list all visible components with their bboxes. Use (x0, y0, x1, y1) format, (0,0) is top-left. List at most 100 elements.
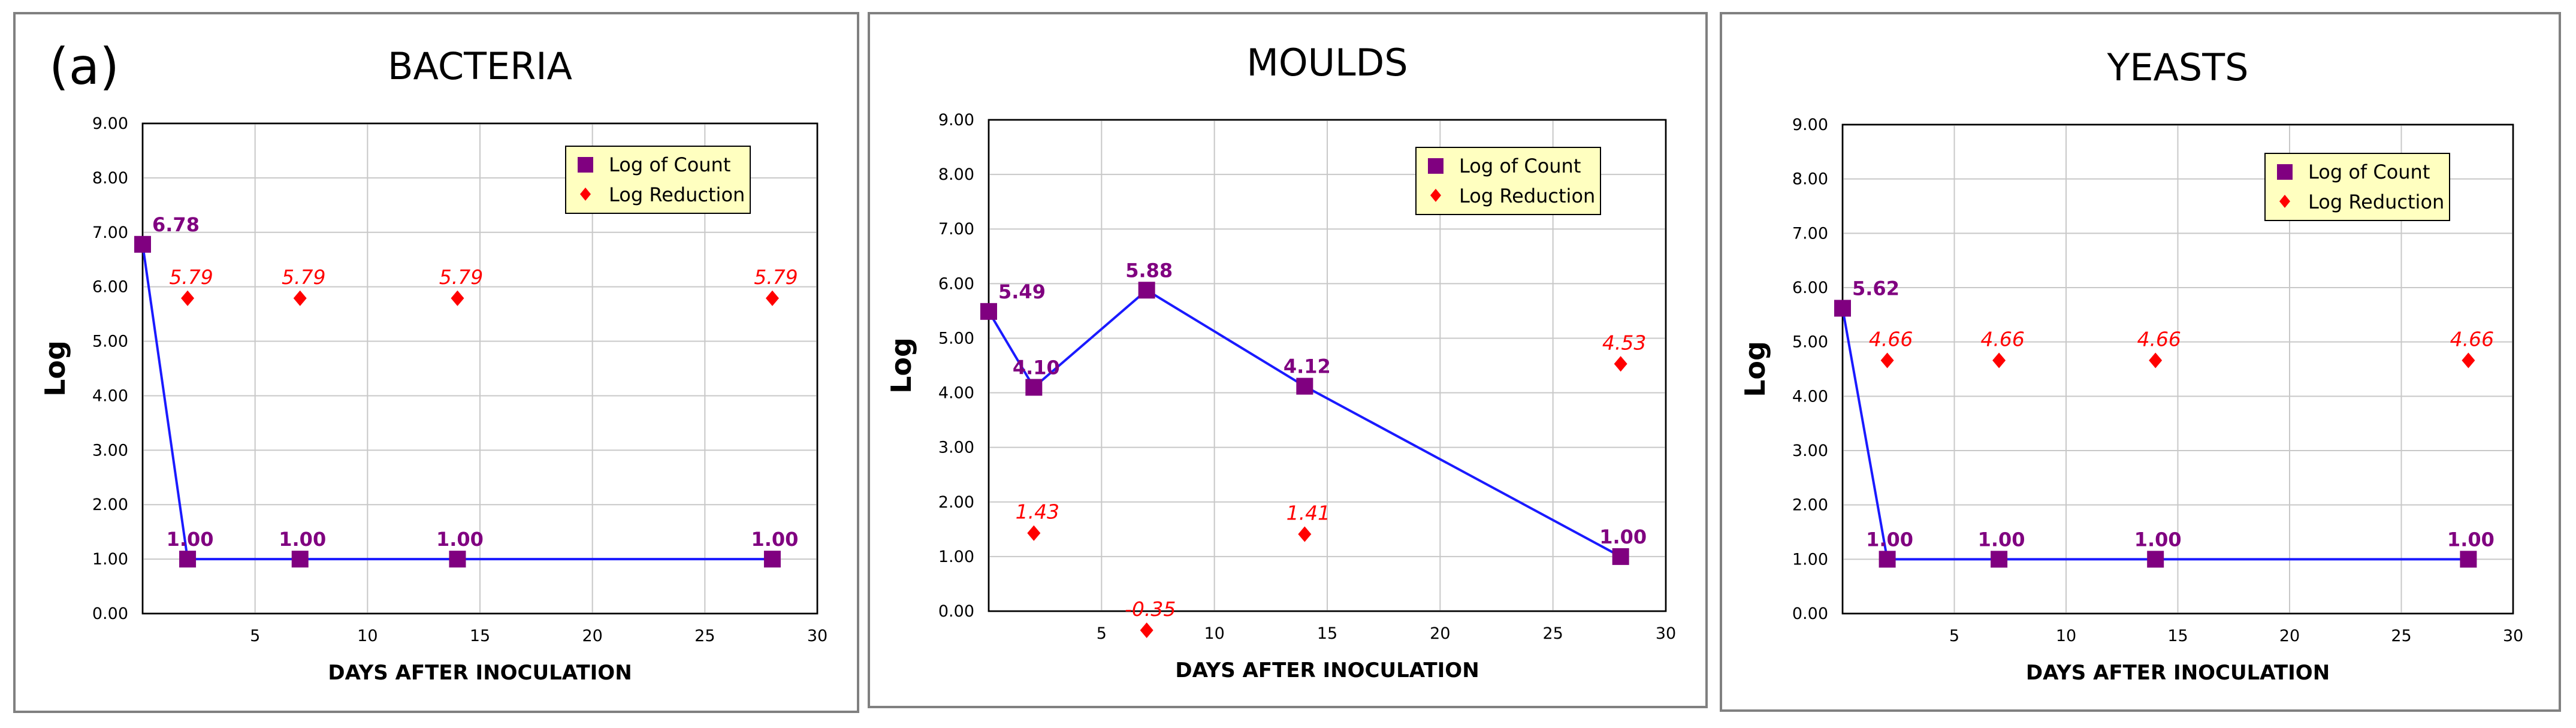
reduction-data-label: -0.35 (1125, 597, 1176, 621)
count-data-label: 1.00 (751, 528, 798, 551)
count-marker (1138, 282, 1155, 299)
x-tick-label: 10 (357, 627, 378, 645)
y-tick-label: 0.00 (938, 602, 974, 621)
y-tick-label: 8.00 (1792, 170, 1828, 189)
legend-reduction-swatch (580, 188, 591, 201)
reduction-data-label: 4.66 (2450, 327, 2494, 351)
count-marker (1879, 551, 1896, 568)
reduction-marker (293, 290, 307, 306)
y-tick-label: 2.00 (92, 496, 128, 514)
count-marker (1612, 548, 1629, 565)
reduction-marker (1992, 352, 2006, 368)
count-data-label: 5.62 (1852, 277, 1899, 300)
x-tick-label: 10 (2056, 627, 2076, 645)
count-data-label: 1.00 (2134, 528, 2182, 551)
x-tick-label: 30 (2503, 627, 2523, 645)
legend-count-label: Log of Count (1459, 155, 1581, 177)
plot-border (141, 122, 819, 615)
x-axis-label: DAYS AFTER INOCULATION (1175, 658, 1479, 682)
reduction-data-label: 4.66 (2137, 327, 2181, 351)
count-data-label: 5.88 (1125, 259, 1173, 282)
count-data-label: 1.00 (1866, 528, 1913, 551)
count-marker (291, 551, 309, 568)
reduction-data-label: 5.79 (439, 265, 483, 289)
reduction-marker (451, 290, 464, 306)
chart-title: MOULDS (1246, 41, 1408, 84)
count-marker (1991, 551, 2008, 568)
count-marker (179, 551, 197, 568)
legend (1415, 147, 1601, 215)
y-tick-label: 7.00 (938, 220, 974, 238)
count-data-label: 1.00 (1978, 528, 2025, 551)
chart-title: YEASTS (2106, 46, 2248, 89)
x-axis-label: DAYS AFTER INOCULATION (328, 661, 632, 685)
count-marker (1025, 379, 1043, 396)
y-tick-label: 3.00 (938, 439, 974, 457)
legend-reduction-swatch (2279, 195, 2290, 208)
legend (565, 146, 751, 214)
count-data-label: 1.00 (279, 528, 326, 551)
x-tick-label: 5 (1097, 624, 1107, 643)
x-tick-label: 25 (1542, 624, 1563, 643)
legend-count-label: Log of Count (2308, 161, 2430, 183)
legend-count-swatch (578, 157, 593, 173)
count-data-label: 5.49 (998, 280, 1046, 303)
legend-reduction-label: Log Reduction (2308, 191, 2444, 213)
reduction-marker (2462, 352, 2475, 368)
y-tick-label: 4.00 (92, 386, 128, 405)
count-marker (1834, 300, 1851, 317)
y-tick-label: 9.00 (92, 114, 128, 133)
reduction-marker (1298, 526, 1312, 542)
y-tick-label: 2.00 (1792, 496, 1828, 515)
y-axis-label: Log (885, 337, 917, 394)
x-tick-label: 25 (694, 627, 715, 645)
reduction-data-label: 4.66 (1869, 327, 1913, 351)
legend-count-swatch (1428, 158, 1443, 174)
legend-count-swatch (2277, 164, 2293, 180)
y-tick-label: 2.00 (938, 493, 974, 512)
x-tick-label: 25 (2391, 627, 2411, 645)
reduction-marker (1880, 352, 1894, 368)
reduction-data-label: 1.43 (1016, 500, 1059, 524)
x-tick-label: 20 (1430, 624, 1450, 643)
y-tick-label: 7.00 (92, 223, 128, 242)
count-marker (449, 551, 466, 568)
reduction-marker (1140, 622, 1153, 638)
count-marker (763, 551, 781, 568)
x-tick-label: 30 (807, 627, 828, 645)
reduction-data-label: 4.66 (1980, 327, 2024, 351)
y-tick-label: 1.00 (938, 548, 974, 566)
chart-yeasts: 0.00 1.00 2.00 3.00 4.00 5.00 6.00 7.00 8.00 9.00… (1720, 12, 2561, 712)
x-tick-label: 10 (1204, 624, 1224, 643)
chart-title: BACTERIA (388, 44, 572, 88)
count-marker (2147, 551, 2164, 568)
x-tick-label: 15 (2167, 627, 2188, 645)
y-tick-label: 9.00 (938, 111, 974, 129)
plot-border (1841, 123, 2514, 615)
y-tick-label: 0.00 (1792, 605, 1828, 623)
count-data-label: 1.00 (436, 528, 484, 551)
x-tick-label: 20 (2279, 627, 2300, 645)
x-tick-label: 5 (250, 627, 260, 645)
reduction-marker (765, 290, 779, 306)
count-marker (2460, 551, 2477, 568)
x-tick-label: 30 (1656, 624, 1676, 643)
legend (2264, 153, 2450, 221)
x-tick-label: 20 (582, 627, 602, 645)
y-tick-label: 5.00 (92, 333, 128, 351)
y-tick-label: 6.00 (938, 274, 974, 293)
y-tick-label: 6.00 (92, 278, 128, 297)
y-tick-label: 4.00 (938, 384, 974, 403)
y-tick-label: 7.00 (1792, 224, 1828, 243)
count-marker (1296, 377, 1313, 395)
reduction-data-label: 5.79 (754, 265, 798, 289)
count-data-label: 4.10 (1013, 356, 1060, 379)
y-axis-label: Log (39, 340, 71, 397)
reduction-marker (2149, 352, 2163, 368)
y-tick-label: 1.00 (92, 550, 128, 569)
count-data-label: 1.00 (1599, 525, 1647, 548)
count-data-label: 6.78 (152, 213, 200, 236)
reduction-marker (1614, 356, 1627, 372)
x-tick-label: 15 (470, 627, 490, 645)
